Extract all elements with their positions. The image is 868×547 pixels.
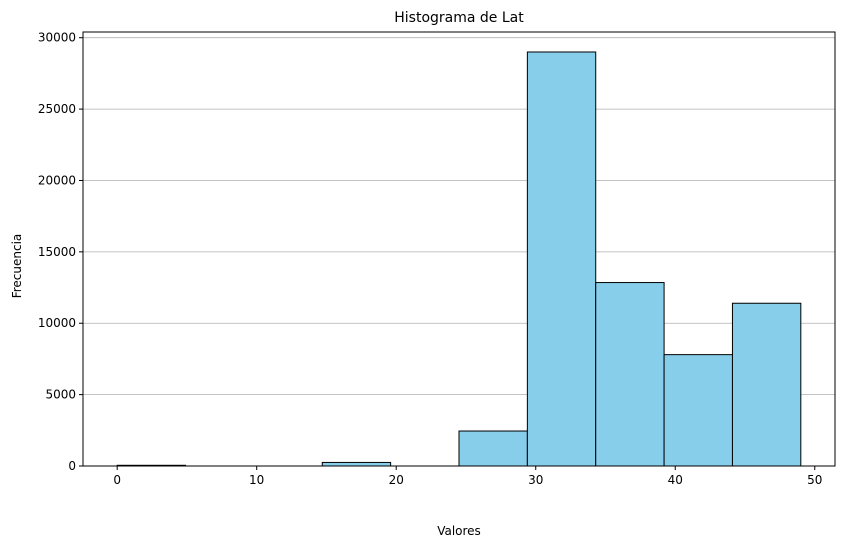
y-axis-title: Frecuencia: [10, 234, 24, 299]
x-tick-label-1: 10: [249, 473, 264, 487]
histogram-bars: [116, 51, 802, 467]
plot-frame: [82, 31, 836, 467]
x-tick-label-5: 50: [807, 473, 822, 487]
histogram-bar-6: [526, 51, 597, 467]
y-tick-label-2: 10000: [38, 316, 76, 330]
x-tick-label-3: 30: [528, 473, 543, 487]
x-axis-title: Valores: [437, 524, 481, 538]
x-tick-label-0: 0: [113, 473, 121, 487]
x-axis-ticks: 0 10 20 30 40 50: [113, 466, 822, 487]
histogram-bar-8: [663, 354, 733, 467]
x-tick-label-2: 20: [389, 473, 404, 487]
y-tick-label-1: 5000: [45, 388, 76, 402]
histogram-bar-5: [458, 430, 528, 467]
y-tick-label-0: 0: [68, 459, 76, 473]
y-tick-label-6: 30000: [38, 31, 76, 45]
y-tick-label-3: 15000: [38, 245, 76, 259]
histogram-bar-3: [321, 461, 392, 467]
histogram-bar-7: [595, 282, 665, 467]
chart-title: Histograma de Lat: [394, 10, 524, 26]
y-tick-label-4: 20000: [38, 173, 76, 187]
histogram-bar-9: [731, 302, 802, 467]
y-tick-label-5: 25000: [38, 102, 76, 116]
y-axis-ticks: 0 5000 10000 15000 20000 25000 30000: [38, 31, 83, 473]
x-tick-label-4: 40: [668, 473, 683, 487]
